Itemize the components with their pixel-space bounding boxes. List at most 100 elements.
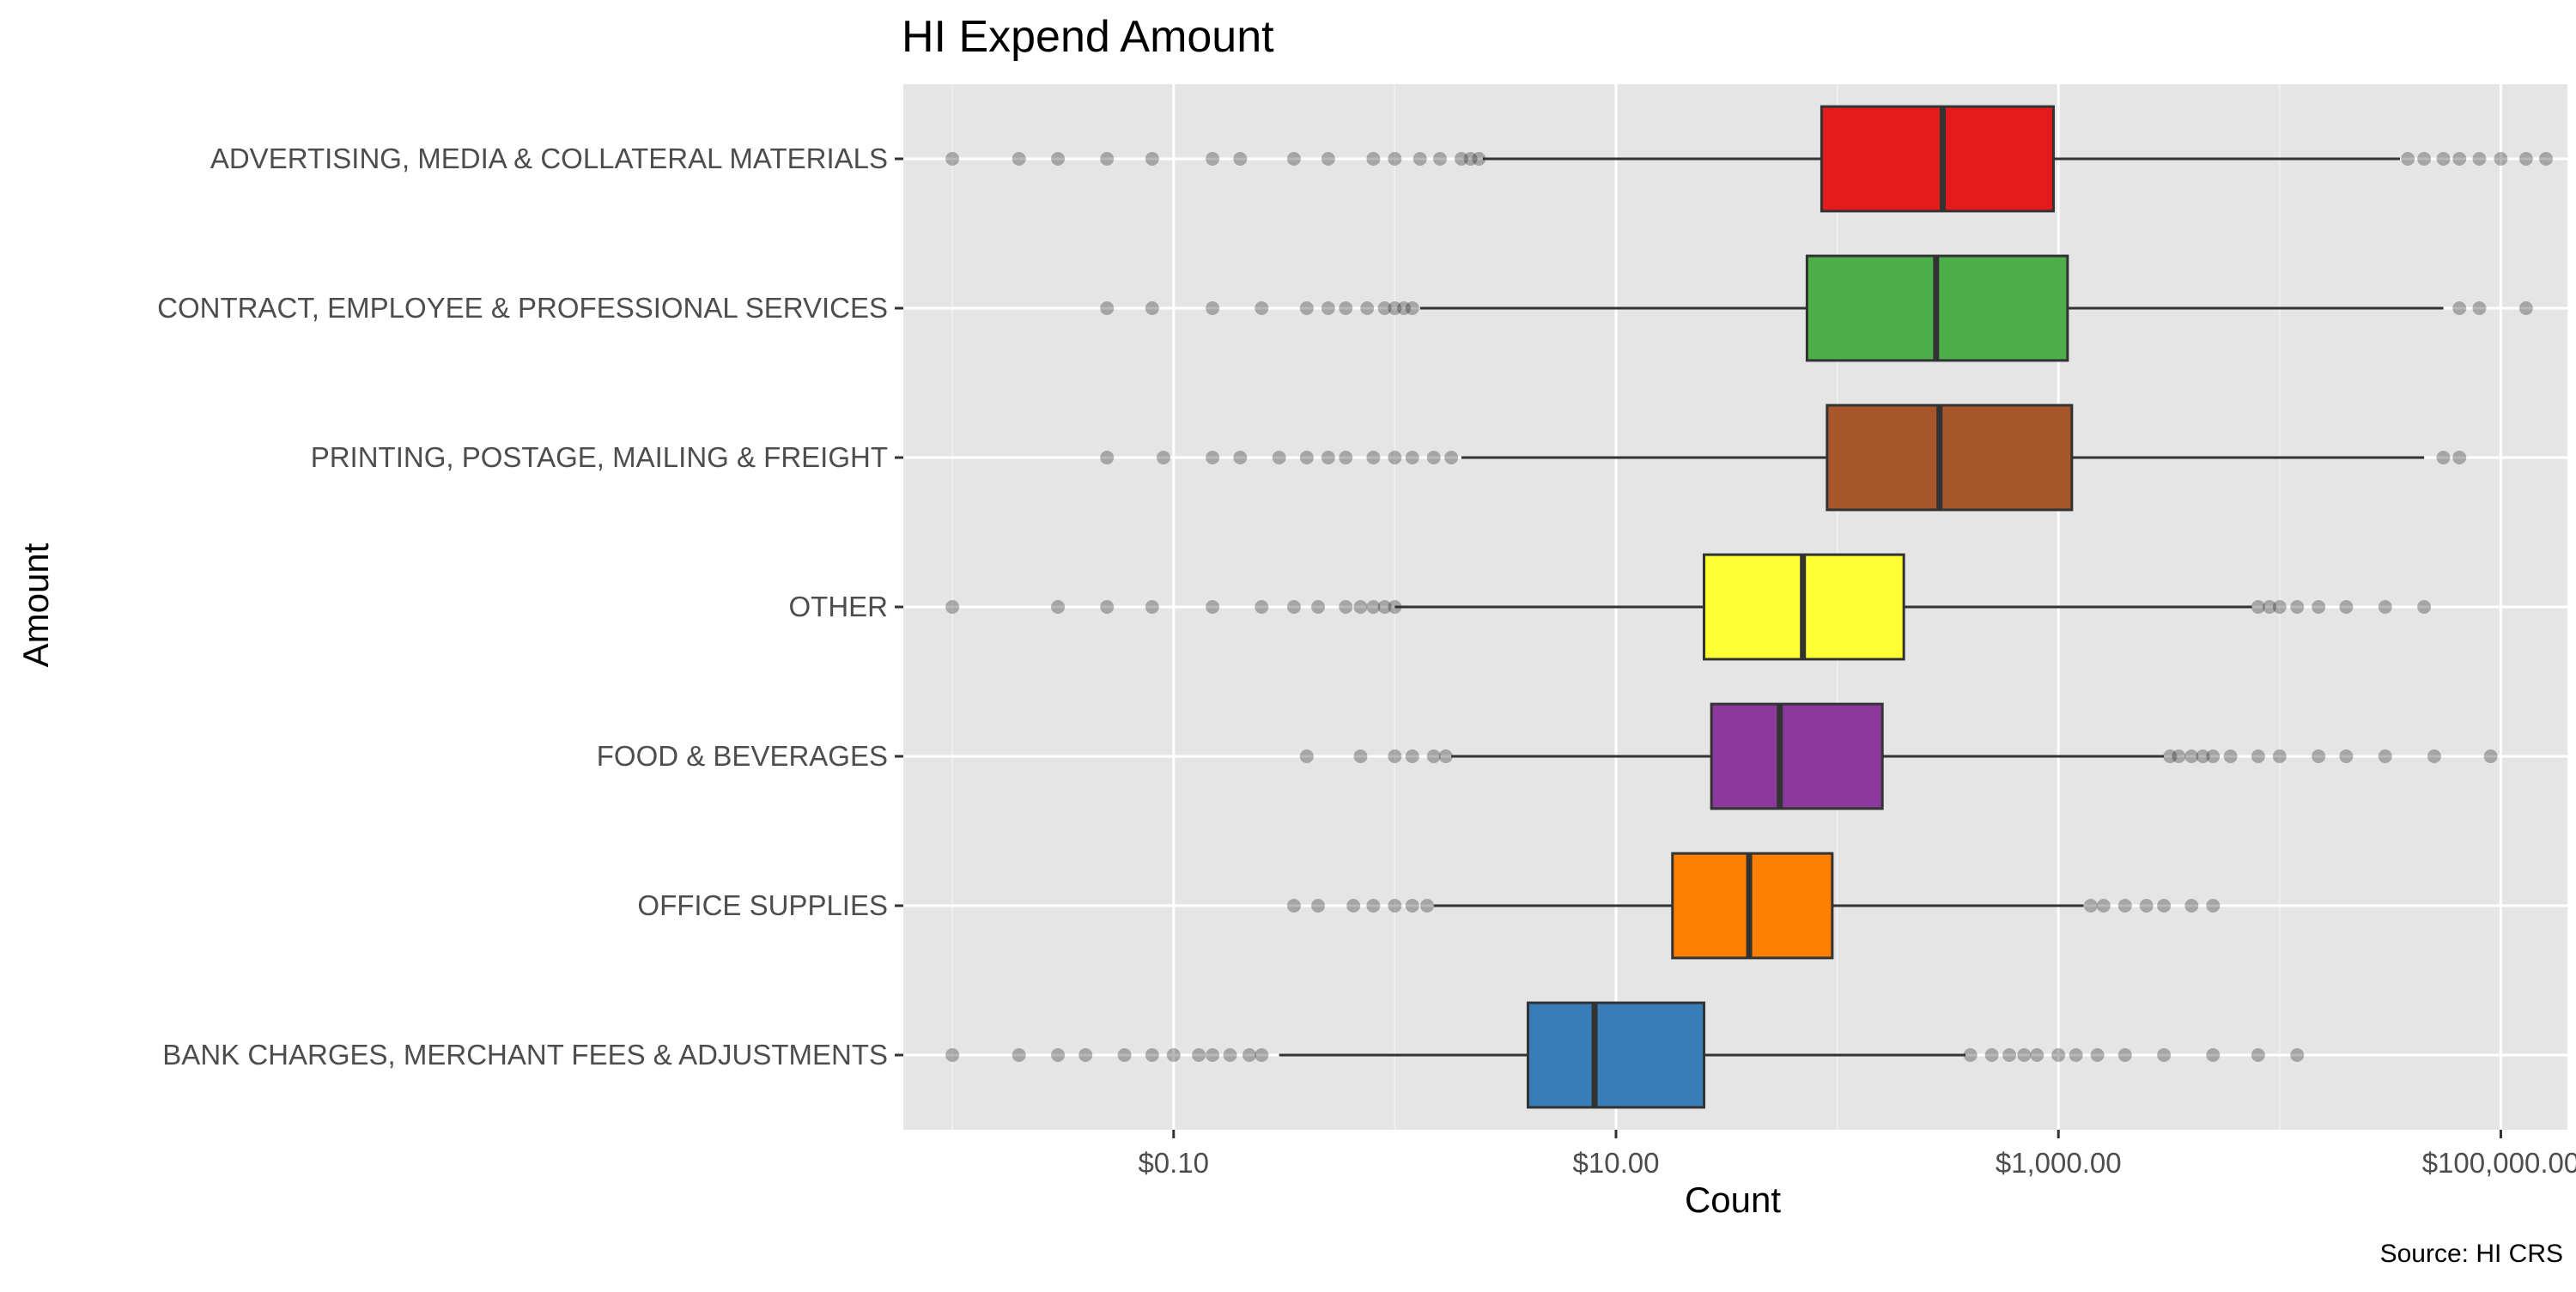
outlier-point xyxy=(2401,152,2415,166)
outlier-point xyxy=(1145,301,1159,315)
outlier-point xyxy=(2263,600,2277,614)
outlier-point xyxy=(1145,600,1159,614)
outlier-point xyxy=(2157,899,2172,913)
outlier-point xyxy=(2096,899,2111,913)
iqr-box xyxy=(1671,852,1834,960)
outlier-point xyxy=(1012,152,1026,166)
outlier-point xyxy=(1339,600,1353,614)
outlier-point xyxy=(1311,600,1326,614)
outlier-point xyxy=(1353,600,1368,614)
outlier-point xyxy=(1051,1048,1066,1062)
outlier-point xyxy=(1360,301,1375,315)
outlier-point xyxy=(1156,451,1170,464)
chart-title: HI Expend Amount xyxy=(902,12,1274,62)
outlier-point xyxy=(1255,600,1269,614)
outlier-point xyxy=(1206,152,1220,166)
outlier-point xyxy=(2206,749,2221,763)
boxplot-2 xyxy=(1100,254,2533,362)
outlier-point xyxy=(1413,152,1427,166)
outlier-point xyxy=(1321,451,1335,464)
iqr-box xyxy=(1820,105,2055,213)
outlier-point xyxy=(2452,301,2467,315)
outlier-point xyxy=(1233,451,1248,464)
chart-caption: Source: HI CRS xyxy=(2380,1240,2563,1268)
x-tick-label: $100,000.00 xyxy=(2422,1147,2576,1179)
outlier-point xyxy=(2272,749,2287,763)
outlier-point xyxy=(2312,600,2326,614)
iqr-box xyxy=(1826,403,2074,512)
outlier-point xyxy=(1145,152,1159,166)
outlier-point xyxy=(2436,451,2451,464)
outlier-point xyxy=(1100,600,1115,614)
outlier-point xyxy=(1963,1048,1978,1062)
boxplot-7 xyxy=(945,1001,2305,1109)
boxplot-3 xyxy=(1100,403,2467,512)
outlier-point xyxy=(1223,1048,1237,1062)
outlier-point xyxy=(1206,1048,1220,1062)
outlier-point xyxy=(1242,1048,1256,1062)
y-tick-label: OFFICE SUPPLIES xyxy=(637,889,888,921)
outlier-point xyxy=(1405,749,1419,763)
outlier-point xyxy=(2051,1048,2066,1062)
outlier-point xyxy=(2206,1048,2221,1062)
outlier-point xyxy=(1100,301,1115,315)
outlier-point xyxy=(2290,600,2305,614)
outlier-point xyxy=(945,152,960,166)
outlier-point xyxy=(2090,1048,2105,1062)
outlier-point xyxy=(1388,451,1402,464)
y-tick-label: PRINTING, POSTAGE, MAILING & FREIGHT xyxy=(311,441,888,473)
outlier-point xyxy=(2436,152,2451,166)
y-tick-label: ADVERTISING, MEDIA & COLLATERAL MATERIAL… xyxy=(210,143,888,174)
outlier-point xyxy=(2378,600,2392,614)
outlier-point xyxy=(1388,152,1402,166)
outlier-point xyxy=(2157,1048,2172,1062)
outlier-point xyxy=(2083,899,2098,913)
outlier-point xyxy=(1166,1048,1181,1062)
outlier-point xyxy=(1472,152,1486,166)
outlier-point xyxy=(2172,749,2186,763)
outlier-point xyxy=(1454,152,1468,166)
outlier-point xyxy=(1255,301,1269,315)
x-tick-label: $10.00 xyxy=(1573,1147,1660,1179)
outlier-point xyxy=(1286,899,1301,913)
outlier-point xyxy=(1463,152,1478,166)
outlier-point xyxy=(1366,600,1381,614)
outlier-point xyxy=(1321,152,1335,166)
outlier-point xyxy=(2290,1048,2305,1062)
outlier-point xyxy=(945,600,960,614)
outlier-point xyxy=(2139,899,2154,913)
outlier-point xyxy=(1377,600,1392,614)
outlier-point xyxy=(2184,749,2199,763)
outlier-point xyxy=(2251,600,2265,614)
outlier-point xyxy=(1206,301,1220,315)
outlier-point xyxy=(2184,899,2199,913)
outlier-point xyxy=(2452,152,2467,166)
outlier-point xyxy=(2417,152,2432,166)
outlier-point xyxy=(2339,600,2354,614)
iqr-box xyxy=(1526,1001,1706,1109)
outlier-point xyxy=(1405,301,1419,315)
outlier-point xyxy=(1353,749,1368,763)
outlier-point xyxy=(2494,152,2508,166)
outlier-point xyxy=(945,1048,960,1062)
outlier-point xyxy=(2378,749,2392,763)
outlier-point xyxy=(1388,749,1402,763)
y-tick-label: OTHER xyxy=(789,591,889,622)
outlier-point xyxy=(2251,1048,2265,1062)
outlier-point xyxy=(1286,600,1301,614)
x-tick-label: $1,000.00 xyxy=(1996,1147,2122,1179)
outlier-point xyxy=(1321,301,1335,315)
outlier-point xyxy=(1438,749,1453,763)
outlier-point xyxy=(1051,152,1066,166)
outlier-point xyxy=(2030,1048,2044,1062)
outlier-point xyxy=(1426,749,1441,763)
outlier-point xyxy=(1117,1048,1132,1062)
outlier-point xyxy=(1192,1048,1206,1062)
boxplot-5 xyxy=(1299,702,2498,810)
outlier-point xyxy=(2117,899,2132,913)
boxplot-4 xyxy=(945,553,2432,661)
outlier-point xyxy=(2339,749,2354,763)
outlier-point xyxy=(2002,1048,2017,1062)
outlier-point xyxy=(1272,451,1286,464)
outlier-point xyxy=(2518,301,2533,315)
